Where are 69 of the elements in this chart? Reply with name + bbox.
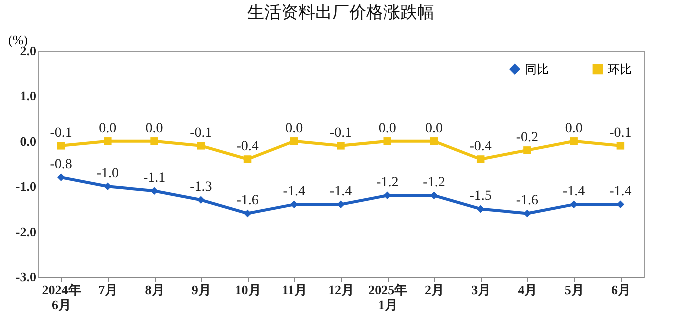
point	[570, 200, 578, 209]
y-tick-label: -1.0	[16, 179, 36, 194]
data-label: 0.0	[425, 121, 443, 136]
data-label: -1.4	[330, 184, 352, 200]
data-label: -1.4	[283, 184, 306, 200]
data-label: 0.0	[286, 121, 304, 136]
point	[104, 138, 112, 146]
point	[150, 138, 158, 146]
point	[197, 196, 206, 204]
x-tick-label: 2025年 1月	[368, 282, 408, 312]
data-label: -0.1	[190, 126, 212, 141]
point	[244, 210, 252, 218]
point	[337, 142, 345, 150]
point	[524, 146, 532, 154]
x-tick-label: 2月	[424, 282, 444, 298]
y-tick-label: 0.0	[20, 134, 36, 149]
y-tick-label: -2.0	[16, 224, 36, 240]
point	[150, 187, 158, 195]
point	[57, 174, 66, 182]
point	[197, 142, 206, 150]
x-tick-label: 12月	[328, 282, 354, 298]
x-tick-label: 7月	[98, 282, 118, 298]
data-label: 0.0	[99, 121, 117, 136]
data-label: -1.0	[96, 166, 120, 182]
data-label: -1.4	[610, 184, 632, 200]
x-tick-label: 2024年 6月	[42, 282, 82, 312]
data-label: 0.0	[146, 121, 164, 136]
point	[524, 210, 532, 218]
point	[476, 156, 485, 164]
x-tick-label: 11月	[282, 282, 308, 298]
x-tick-label: 10月	[235, 282, 262, 298]
point	[337, 200, 345, 209]
x-tick-label: 6月	[611, 282, 631, 298]
data-label: -0.1	[50, 126, 72, 141]
x-tick-label: 4月	[518, 282, 538, 298]
legend-label: 同比	[525, 62, 549, 76]
point	[616, 142, 625, 150]
point	[430, 138, 438, 146]
data-label: -1.2	[376, 176, 399, 191]
point	[290, 138, 298, 146]
point	[104, 182, 112, 190]
point	[384, 192, 392, 200]
data-label: -1.4	[562, 184, 586, 200]
data-label: -1.3	[190, 180, 212, 196]
point	[570, 138, 578, 146]
chart-title: 生活资料出厂价格涨跌幅	[248, 3, 434, 23]
data-label: -1.6	[236, 194, 259, 209]
data-label: 0.0	[565, 121, 583, 136]
data-label: -1.5	[470, 189, 492, 204]
x-tick-label: 3月	[472, 282, 492, 298]
data-label: 0.0	[378, 121, 396, 136]
legend-label: 环比	[608, 62, 632, 76]
point	[244, 156, 252, 164]
point	[57, 142, 66, 150]
data-label: -0.4	[470, 139, 492, 154]
x-tick-label: 5月	[564, 282, 584, 298]
x-tick-label: 8月	[145, 282, 165, 298]
data-label: -0.1	[610, 126, 632, 141]
data-label: -0.2	[516, 130, 539, 146]
data-label: -1.1	[143, 171, 166, 186]
data-label: -0.8	[50, 158, 72, 173]
data-label: -0.1	[330, 126, 352, 141]
x-tick-label: 9月	[192, 282, 212, 298]
point	[384, 138, 392, 146]
data-label: -1.6	[516, 194, 539, 209]
data-label: -0.4	[236, 139, 259, 154]
y-tick-label: -3.0	[16, 270, 36, 284]
data-label: -1.2	[423, 176, 446, 191]
y-tick-label: 1.0	[20, 88, 36, 104]
